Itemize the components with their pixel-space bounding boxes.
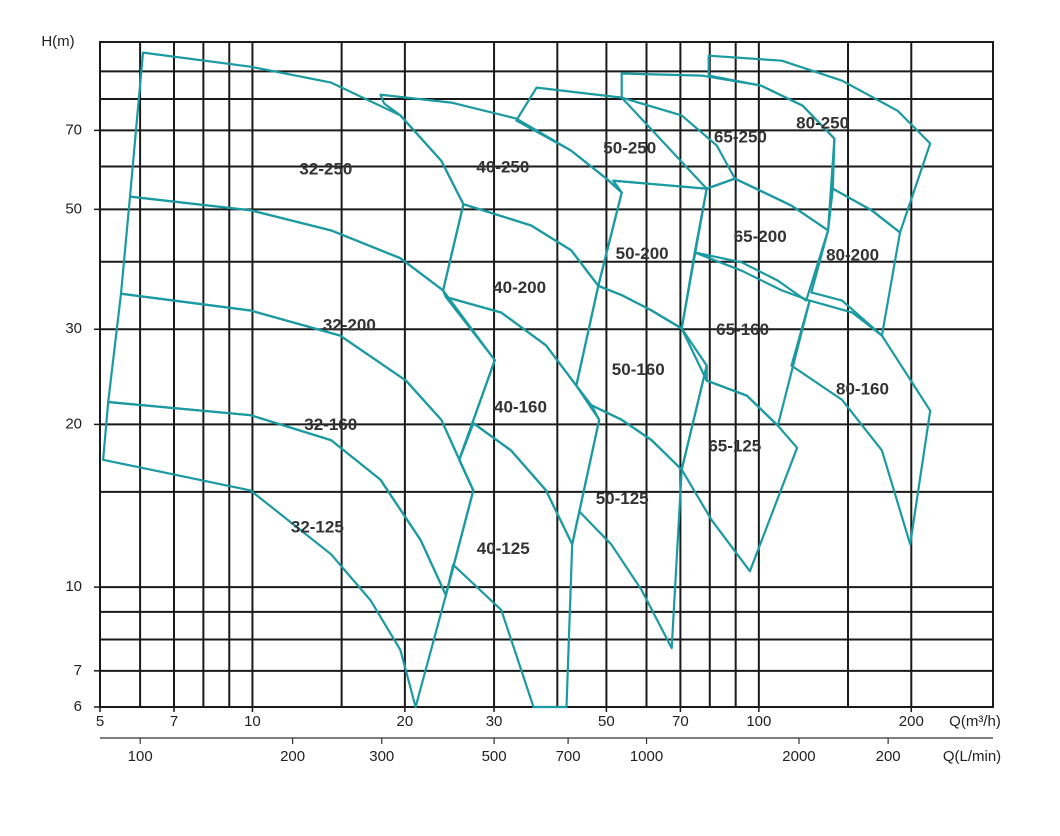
x-tick-label: 200 [899,713,924,730]
y-tick-label: 20 [65,415,82,432]
pump-curve [790,299,932,546]
y-tick-label: 7 [74,662,82,679]
curve-label: 50-250 [603,138,656,157]
x-tick-label: 30 [486,713,503,730]
y-tick-label: 6 [74,698,82,715]
plot-border [99,41,994,708]
pump-curve [102,400,447,709]
x-axis-label: Q(m³/h) [949,713,1001,730]
x2-tick-label: 200 [876,748,901,765]
pump-curve [571,404,683,650]
curve-label: 32-250 [299,159,352,178]
x2-tick-label: 1000 [630,748,663,765]
curve-label: 50-200 [616,244,669,263]
pump-curve [119,195,496,492]
curve-label: 50-160 [612,360,665,379]
curve-label: 40-125 [477,539,530,558]
x-tick-label: 50 [598,713,615,730]
curve-label: 50-125 [596,489,649,508]
x-tick-label: 5 [96,713,104,730]
curve-label: 65-125 [708,437,761,456]
x2-tick-label: 100 [128,748,153,765]
curve-label: 80-160 [836,379,889,398]
x2-tick-label: 300 [369,748,394,765]
x-tick-label: 100 [746,713,771,730]
y-tick-label: 70 [65,121,82,138]
curve-label: 40-200 [493,278,546,297]
curve-label: 80-250 [796,113,849,132]
pump-curve [128,51,465,292]
curve-label: 40-160 [494,398,547,417]
curve-label: 32-160 [304,415,357,434]
curve-label: 32-200 [323,315,376,334]
x2-tick-label: 700 [556,748,581,765]
curve-label: 65-200 [734,227,787,246]
x-tick-label: 7 [170,713,178,730]
x2-tick-label: 200 [280,748,305,765]
pump-curve [693,177,830,302]
y-tick-label: 50 [65,200,82,217]
y-axis-label: H(m) [41,33,74,50]
x2-tick-label: 2000 [782,748,815,765]
curve-label: 80-200 [826,245,879,264]
x-tick-label: 10 [244,713,261,730]
pump-curve [680,364,799,573]
y-tick-label: 10 [65,578,82,595]
curve-label: 65-250 [714,127,767,146]
pump-curve [810,187,902,337]
pump-curve [379,93,623,287]
x2-tick-label: 500 [482,748,507,765]
x2-axis-label: Q(L/min) [943,748,1001,765]
x-tick-label: 70 [672,713,689,730]
curve-label: 32-125 [291,517,344,536]
curve-label: 65-160 [716,320,769,339]
pump-curve [107,292,475,597]
y-tick-label: 30 [65,320,82,337]
curve-label: 40-250 [476,157,529,176]
x-tick-label: 20 [397,713,414,730]
pump-curve [444,422,574,709]
